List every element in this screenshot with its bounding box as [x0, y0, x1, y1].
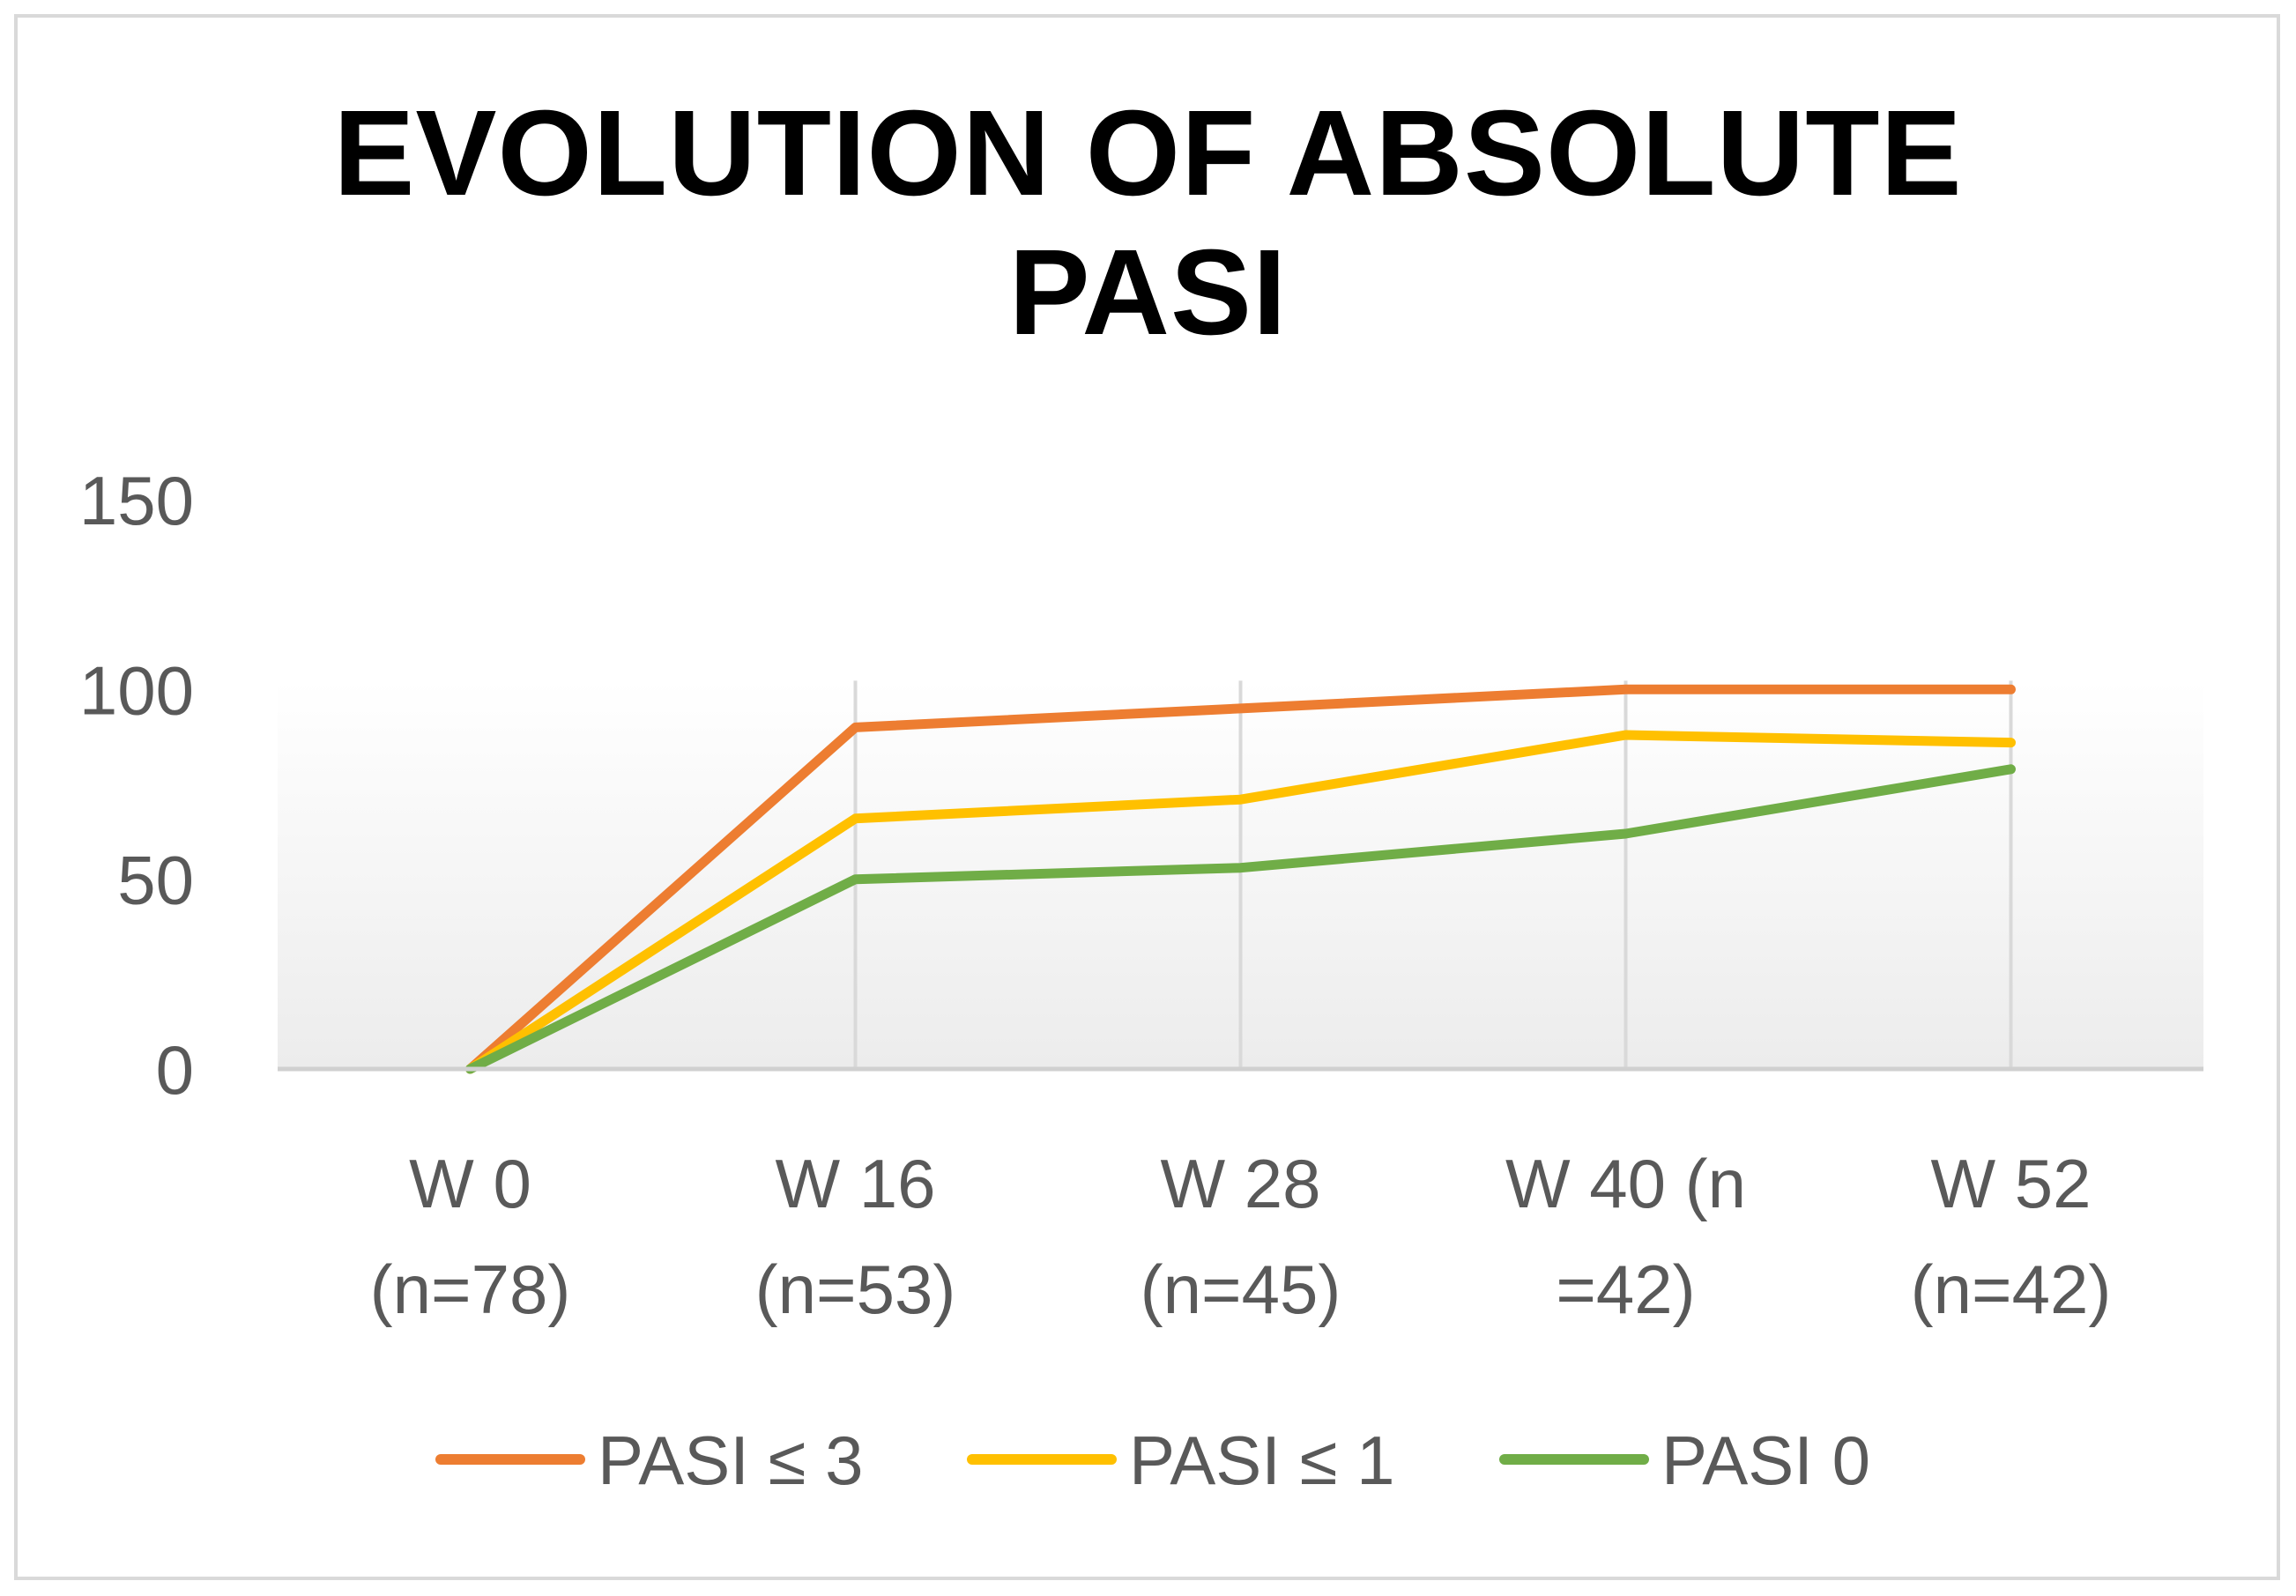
x-axis: W 0 (n=78) W 16 (n=53) W 28 (n=45) W 40 (n =42)… — [278, 1066, 2203, 1328]
legend-label-2: PASI 0 — [1661, 1422, 1870, 1499]
x-tick-label: (n=53) — [755, 1251, 956, 1328]
legend: PASI ≤ 3 PASI ≤ 1 PASI 0 — [435, 1422, 1870, 1499]
series-line-1 — [465, 730, 2016, 1074]
x-tick-label: W 0 — [409, 1145, 531, 1222]
y-tick-label: 100 — [79, 651, 194, 729]
chart-title-line-1: EVOLUTION OF ABSOLUTE — [333, 85, 1963, 221]
series-line-2 — [465, 764, 2016, 1074]
x-tick-label: (n=78) — [370, 1251, 571, 1328]
chart-title: EVOLUTION OF ABSOLUTE PASI — [0, 84, 2296, 362]
series-line-0 — [465, 684, 2016, 1074]
x-tick-label: =42) — [1556, 1251, 1695, 1328]
y-tick-label: 50 — [117, 842, 194, 919]
series-lines — [465, 684, 2016, 1074]
chart-title-line-2: PASI — [1008, 225, 1288, 360]
x-tick-label: W 28 — [1160, 1145, 1320, 1222]
x-tick-label: W 40 (n — [1505, 1145, 1746, 1222]
y-tick-label: 0 — [156, 1031, 194, 1109]
legend-label-1: PASI ≤ 1 — [1129, 1422, 1395, 1499]
y-tick-label: 150 — [79, 462, 194, 539]
x-tick-label: (n=42) — [1911, 1251, 2112, 1328]
x-tick-label: W 52 — [1930, 1145, 2091, 1222]
legend-label-0: PASI ≤ 3 — [598, 1422, 864, 1499]
x-tick-label: (n=45) — [1141, 1251, 1341, 1328]
x-tick-label: W 16 — [775, 1145, 935, 1222]
y-axis: 0 50 100 150 — [79, 462, 194, 1109]
